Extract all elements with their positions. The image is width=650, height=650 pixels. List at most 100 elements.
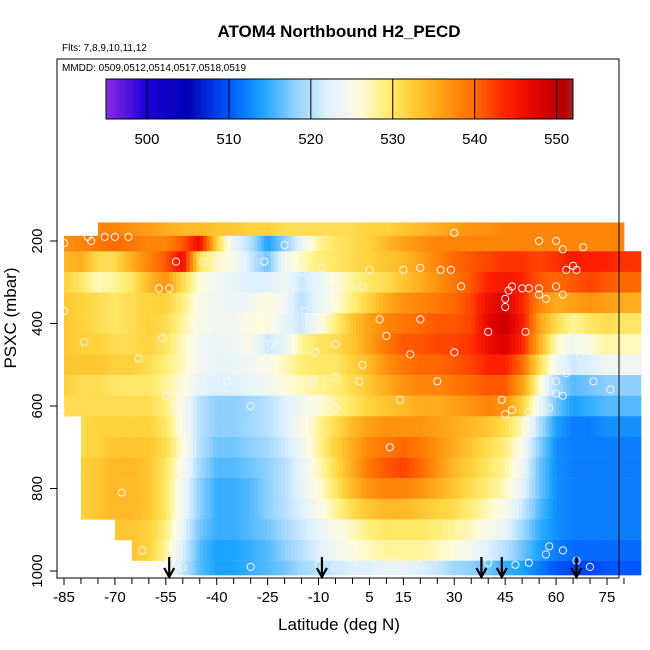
- heatmap-cell: [525, 354, 530, 376]
- colorbar-swatch: [355, 79, 359, 119]
- heatmap-cell: [573, 519, 577, 541]
- heatmap-cell: [142, 333, 146, 355]
- heatmap-cell: [264, 354, 269, 376]
- heatmap-cell: [125, 354, 129, 376]
- heatmap-cell: [342, 436, 347, 458]
- heatmap-cell: [481, 313, 486, 335]
- heatmap-cell: [155, 498, 160, 520]
- heatmap-cell: [349, 375, 353, 396]
- heatmap-cell: [223, 235, 228, 252]
- heatmap-cell: [603, 416, 608, 438]
- heatmap-cell: [423, 292, 428, 314]
- heatmap-cell: [471, 375, 476, 396]
- heatmap-cell: [199, 560, 204, 576]
- heatmap-cell: [254, 251, 258, 273]
- colorbar-swatch: [407, 79, 410, 119]
- heatmap-cell: [464, 271, 469, 293]
- heatmap-cell: [637, 498, 642, 520]
- heatmap-cell: [359, 235, 364, 252]
- colorbar-swatch: [128, 79, 131, 119]
- heatmap-cell: [528, 519, 533, 541]
- heatmap-cell: [399, 222, 404, 237]
- heatmap-cell: [488, 292, 493, 314]
- sample-point: [433, 377, 442, 386]
- heatmap-cell: [474, 457, 479, 479]
- heatmap-cell: [491, 436, 496, 458]
- colorbar-swatch: [151, 79, 154, 119]
- heatmap-cell: [148, 251, 153, 273]
- heatmap-cell: [430, 271, 435, 293]
- heatmap-cell: [559, 560, 564, 576]
- heatmap-cell: [535, 313, 540, 335]
- colorbar-swatch: [167, 79, 170, 119]
- heatmap-cell: [148, 313, 153, 335]
- x-tick-label: 75: [599, 589, 616, 606]
- heatmap-cell: [247, 375, 252, 396]
- colorbar-swatch: [146, 79, 150, 119]
- heatmap-cell: [413, 416, 418, 438]
- sample-point: [158, 333, 167, 342]
- heatmap-cell: [376, 313, 381, 335]
- colorbar-swatch: [230, 79, 234, 119]
- colorbar-swatch: [306, 79, 310, 119]
- heatmap-cell: [284, 333, 289, 355]
- heatmap-cell: [315, 354, 319, 376]
- heatmap-cell: [525, 519, 530, 541]
- heatmap-cell: [620, 375, 625, 396]
- heatmap-cell: [216, 395, 221, 417]
- heatmap-cell: [590, 436, 594, 458]
- heatmap-cell: [637, 478, 642, 500]
- heatmap-cell: [410, 222, 414, 237]
- heatmap-cell: [321, 354, 326, 376]
- colorbar-swatch: [290, 79, 293, 119]
- heatmap-cell: [135, 498, 140, 520]
- heatmap-cell: [359, 333, 364, 355]
- heatmap-cell: [566, 540, 571, 561]
- heatmap-cell: [247, 416, 252, 438]
- heatmap-cell: [386, 498, 391, 520]
- heatmap-cell: [467, 519, 472, 541]
- heatmap-cell: [576, 251, 581, 273]
- heatmap-cell: [569, 333, 574, 355]
- heatmap-cell: [216, 251, 221, 273]
- heatmap-cell: [484, 457, 489, 479]
- heatmap-cell: [291, 540, 296, 561]
- heatmap-cell: [189, 292, 194, 314]
- heatmap-cell: [461, 478, 465, 500]
- heatmap-cell: [87, 375, 92, 396]
- heatmap-cell: [131, 416, 136, 438]
- heatmap-cell: [148, 498, 153, 520]
- heatmap-cell: [515, 498, 520, 520]
- heatmap-cell: [464, 395, 469, 417]
- heatmap-cell: [294, 354, 299, 376]
- heatmap-cell: [461, 560, 465, 576]
- heatmap-cell: [481, 292, 486, 314]
- colorbar-swatch: [341, 79, 344, 119]
- heatmap-cell: [135, 292, 140, 314]
- heatmap-cell: [138, 292, 143, 314]
- heatmap-cell: [386, 540, 391, 561]
- heatmap-cell: [396, 222, 401, 237]
- colorbar-swatch: [517, 79, 521, 119]
- colorbar-swatch: [179, 79, 183, 119]
- heatmap-cell: [549, 271, 554, 293]
- heatmap-cell: [420, 498, 425, 520]
- heatmap-cell: [271, 375, 275, 396]
- heatmap-cell: [108, 375, 112, 396]
- heatmap-cell: [464, 457, 469, 479]
- heatmap-cell: [165, 560, 170, 576]
- heatmap-cell: [481, 519, 486, 541]
- heatmap-cell: [264, 395, 269, 417]
- heatmap-cell: [576, 313, 581, 335]
- heatmap-cell: [525, 395, 530, 417]
- heatmap-cell: [393, 457, 397, 479]
- heatmap-cell: [515, 251, 520, 273]
- heatmap-cell: [267, 498, 272, 520]
- heatmap-cell: [237, 292, 241, 314]
- heatmap-cell: [552, 354, 557, 376]
- heatmap-cell: [607, 292, 611, 314]
- heatmap-cell: [610, 354, 615, 376]
- heatmap-cell: [437, 375, 442, 396]
- sample-point: [585, 562, 595, 572]
- heatmap-cell: [539, 478, 543, 500]
